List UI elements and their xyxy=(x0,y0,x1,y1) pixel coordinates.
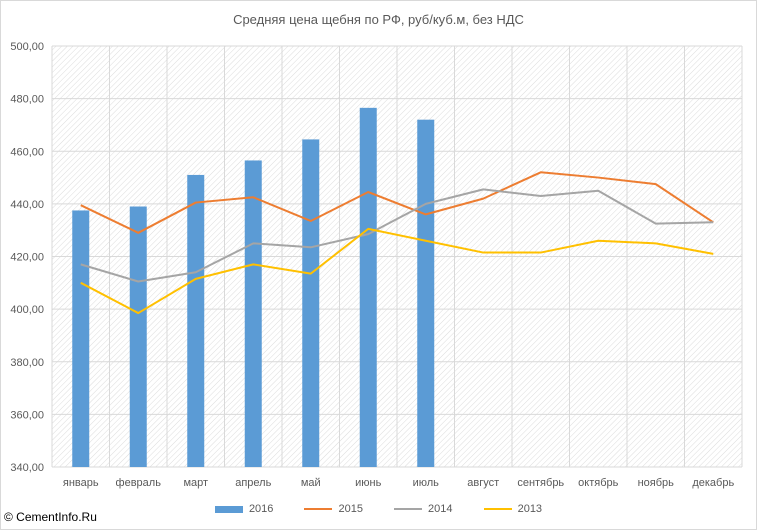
legend: 2016 2015 2014 2013 xyxy=(0,503,757,515)
legend-swatch-2014 xyxy=(394,508,423,511)
y-tick-label: 460,00 xyxy=(10,146,44,158)
line-2015 xyxy=(80,171,714,234)
x-tick-label: январь xyxy=(63,477,99,489)
legend-item-2013: 2013 xyxy=(483,503,543,516)
x-tick-label: май xyxy=(301,477,321,489)
bar-2016-апрель xyxy=(244,160,262,467)
x-tick-label: август xyxy=(467,477,499,489)
y-tick-label: 360,00 xyxy=(10,409,44,421)
legend-label-2016: 2016 xyxy=(248,503,274,516)
x-axis: январь февраль март апрель май июнь июль август… xyxy=(63,477,735,489)
y-tick-label: 420,00 xyxy=(10,252,44,264)
bar-2016-март xyxy=(187,174,205,467)
line-2013 xyxy=(80,227,714,315)
y-tick-label: 380,00 xyxy=(10,357,44,369)
legend-label-2014: 2014 xyxy=(428,503,453,516)
legend-item-2015: 2015 xyxy=(304,503,363,516)
x-tick-label: октябрь xyxy=(578,477,618,489)
y-axis: 340,00 360,00 380,00 400,00 420,00 440,00 460,… xyxy=(10,41,44,474)
x-tick-label: март xyxy=(183,477,208,489)
legend-item-2014: 2014 xyxy=(394,503,453,516)
bar-2016-июль xyxy=(417,119,435,468)
watermark: © CementInfo.Ru xyxy=(4,510,97,524)
x-tick-label: сентябрь xyxy=(517,477,564,489)
y-tick-label: 440,00 xyxy=(10,199,44,211)
legend-swatch-2016 xyxy=(214,505,243,513)
grid xyxy=(51,45,743,468)
legend-swatch-2015 xyxy=(304,508,333,511)
legend-label-2013: 2013 xyxy=(517,503,543,516)
legend-swatch-2013 xyxy=(483,508,512,511)
y-tick-label: 400,00 xyxy=(10,304,44,316)
y-tick-label: 340,00 xyxy=(10,462,44,474)
x-tick-label: ноябрь xyxy=(638,477,675,489)
x-tick-label: февраль xyxy=(116,477,162,489)
legend-label-2015: 2015 xyxy=(338,503,363,516)
bar-2016-январь xyxy=(72,210,90,467)
x-tick-label: декабрь xyxy=(692,477,734,489)
x-tick-label: июнь xyxy=(355,477,381,489)
line-2014 xyxy=(80,188,714,283)
chart-title: Средняя цена щебня по РФ, руб/куб.м, без… xyxy=(233,12,524,27)
y-tick-label: 480,00 xyxy=(10,94,44,106)
y-tick-label: 500,00 xyxy=(10,41,44,53)
bar-2016-июнь xyxy=(359,107,377,467)
bar-2016-февраль xyxy=(129,206,147,467)
x-tick-label: апрель xyxy=(235,477,271,489)
lines xyxy=(80,171,714,315)
bar-2016-май xyxy=(302,139,320,468)
x-tick-label: июль xyxy=(413,477,440,489)
legend-item-2016: 2016 xyxy=(214,503,274,516)
bars-2016 xyxy=(72,107,435,468)
